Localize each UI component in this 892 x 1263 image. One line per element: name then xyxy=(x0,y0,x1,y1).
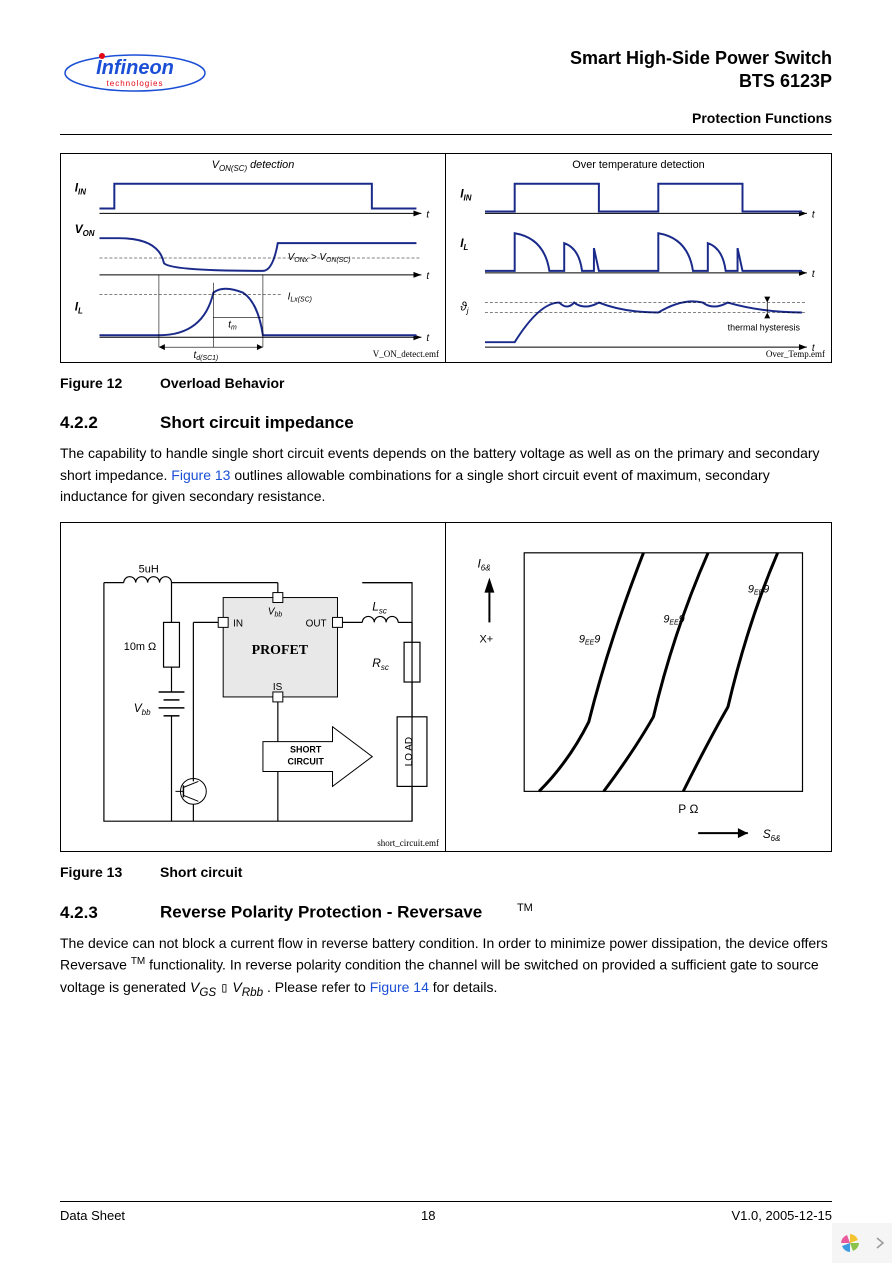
emf-filename-circuit: short_circuit.emf xyxy=(377,838,439,848)
svg-text:IN: IN xyxy=(233,618,243,629)
figure-13-link[interactable]: Figure 13 xyxy=(171,467,230,483)
svg-text:Rsc: Rsc xyxy=(372,656,389,672)
figure-12-box: VON(SC) detection IIN t VON t VONx > VON… xyxy=(60,153,832,363)
svg-text:LO AD: LO AD xyxy=(404,737,415,766)
figure-12-left: VON(SC) detection IIN t VON t VONx > VON… xyxy=(61,154,446,362)
svg-text:IL: IL xyxy=(75,299,83,315)
footer-rule xyxy=(60,1201,832,1202)
part-number: BTS 6123P xyxy=(570,71,832,92)
header-titles: Smart High-Side Power Switch BTS 6123P P… xyxy=(570,48,832,126)
figure-12-right: Over temperature detection IIN t IL t ϑj… xyxy=(446,154,831,362)
chevron-right-icon[interactable] xyxy=(875,1236,885,1250)
figure-14-link[interactable]: Figure 14 xyxy=(370,979,429,995)
svg-text:SHORT: SHORT xyxy=(290,745,322,755)
short-circuit-chart: I6& X+ 9EE9 9EE9 9EE9 P Ω S6& xyxy=(446,523,831,851)
footer-version: V1.0, 2005-12-15 xyxy=(732,1208,832,1223)
doc-title: Smart High-Side Power Switch xyxy=(570,48,832,69)
header-rule xyxy=(60,134,832,135)
figure-13-box: 5uH 10m Ω Vbb PROFET Vbb IN xyxy=(60,522,832,852)
section-4-2-3-body: The device can not block a current flow … xyxy=(60,933,832,1002)
svg-text:td(SC1): td(SC1) xyxy=(194,350,219,362)
page-header: Infineon technologies Smart High-Side Po… xyxy=(60,48,832,126)
svg-text:9EE9: 9EE9 xyxy=(663,613,684,626)
svg-text:tm: tm xyxy=(228,319,237,331)
svg-text:t: t xyxy=(812,269,816,280)
footer-left: Data Sheet xyxy=(60,1208,125,1223)
svg-text:VON(SC) detection: VON(SC) detection xyxy=(212,159,295,173)
section-4-2-3-heading: 4.2.3Reverse Polarity Protection - Rever… xyxy=(60,902,832,923)
svg-text:Vbb: Vbb xyxy=(134,701,151,717)
svg-text:10m Ω: 10m Ω xyxy=(124,641,156,653)
figure-12-caption: Figure 12Overload Behavior xyxy=(60,375,832,391)
overtemp-diagram: Over temperature detection IIN t IL t ϑj… xyxy=(446,154,831,362)
svg-text:t: t xyxy=(426,271,430,282)
svg-text:S6&: S6& xyxy=(763,827,781,843)
svg-text:X+: X+ xyxy=(479,633,493,645)
figure-13-caption: Figure 13Short circuit xyxy=(60,864,832,880)
svg-text:VONx > VON(SC): VONx > VON(SC) xyxy=(288,252,351,264)
svg-text:thermal hysteresis: thermal hysteresis xyxy=(728,322,801,332)
viewer-corner-controls xyxy=(832,1223,892,1263)
svg-text:Lsc: Lsc xyxy=(372,600,387,616)
svg-text:technologies: technologies xyxy=(107,79,164,88)
svg-text:t: t xyxy=(426,209,430,220)
von-detection-diagram: VON(SC) detection IIN t VON t VONx > VON… xyxy=(61,154,445,362)
svg-text:P Ω: P Ω xyxy=(678,802,698,816)
emf-filename-right: Over_Temp.emf xyxy=(766,349,825,359)
svg-text:ILx(SC): ILx(SC) xyxy=(288,292,312,304)
svg-text:CIRCUIT: CIRCUIT xyxy=(288,757,325,767)
svg-text:t: t xyxy=(426,333,430,344)
pinwheel-icon[interactable] xyxy=(839,1232,861,1254)
section-4-2-2-heading: 4.2.2Short circuit impedance xyxy=(60,413,832,433)
svg-text:OUT: OUT xyxy=(306,618,327,629)
svg-text:VON: VON xyxy=(75,222,95,238)
svg-text:IIN: IIN xyxy=(75,181,87,197)
svg-text:PROFET: PROFET xyxy=(252,643,309,658)
section-name: Protection Functions xyxy=(570,110,832,126)
emf-filename-left: V_ON_detect.emf xyxy=(373,349,439,359)
svg-text:9EE9: 9EE9 xyxy=(579,633,600,646)
section-4-2-2-body: The capability to handle single short ci… xyxy=(60,443,832,508)
svg-text:5uH: 5uH xyxy=(139,564,159,576)
infineon-logo-icon: Infineon technologies xyxy=(60,48,210,98)
svg-text:IIN: IIN xyxy=(460,187,472,203)
figure-13-chart: I6& X+ 9EE9 9EE9 9EE9 P Ω S6& xyxy=(446,523,831,851)
short-circuit-schematic: 5uH 10m Ω Vbb PROFET Vbb IN xyxy=(61,523,445,851)
page-footer: Data Sheet 18 V1.0, 2005-12-15 xyxy=(60,1201,832,1223)
logo: Infineon technologies xyxy=(60,48,210,103)
svg-text:I6&: I6& xyxy=(477,557,490,573)
svg-text:IL: IL xyxy=(460,236,468,252)
svg-text:9EE9: 9EE9 xyxy=(748,584,769,597)
svg-text:t: t xyxy=(812,209,816,220)
figure-13-circuit: 5uH 10m Ω Vbb PROFET Vbb IN xyxy=(61,523,446,851)
svg-text:ϑj: ϑj xyxy=(460,299,469,315)
svg-text:Infineon: Infineon xyxy=(96,57,174,79)
footer-page-number: 18 xyxy=(421,1208,435,1223)
svg-text:IS: IS xyxy=(273,682,283,693)
svg-text:Over temperature detection: Over temperature detection xyxy=(572,159,704,171)
